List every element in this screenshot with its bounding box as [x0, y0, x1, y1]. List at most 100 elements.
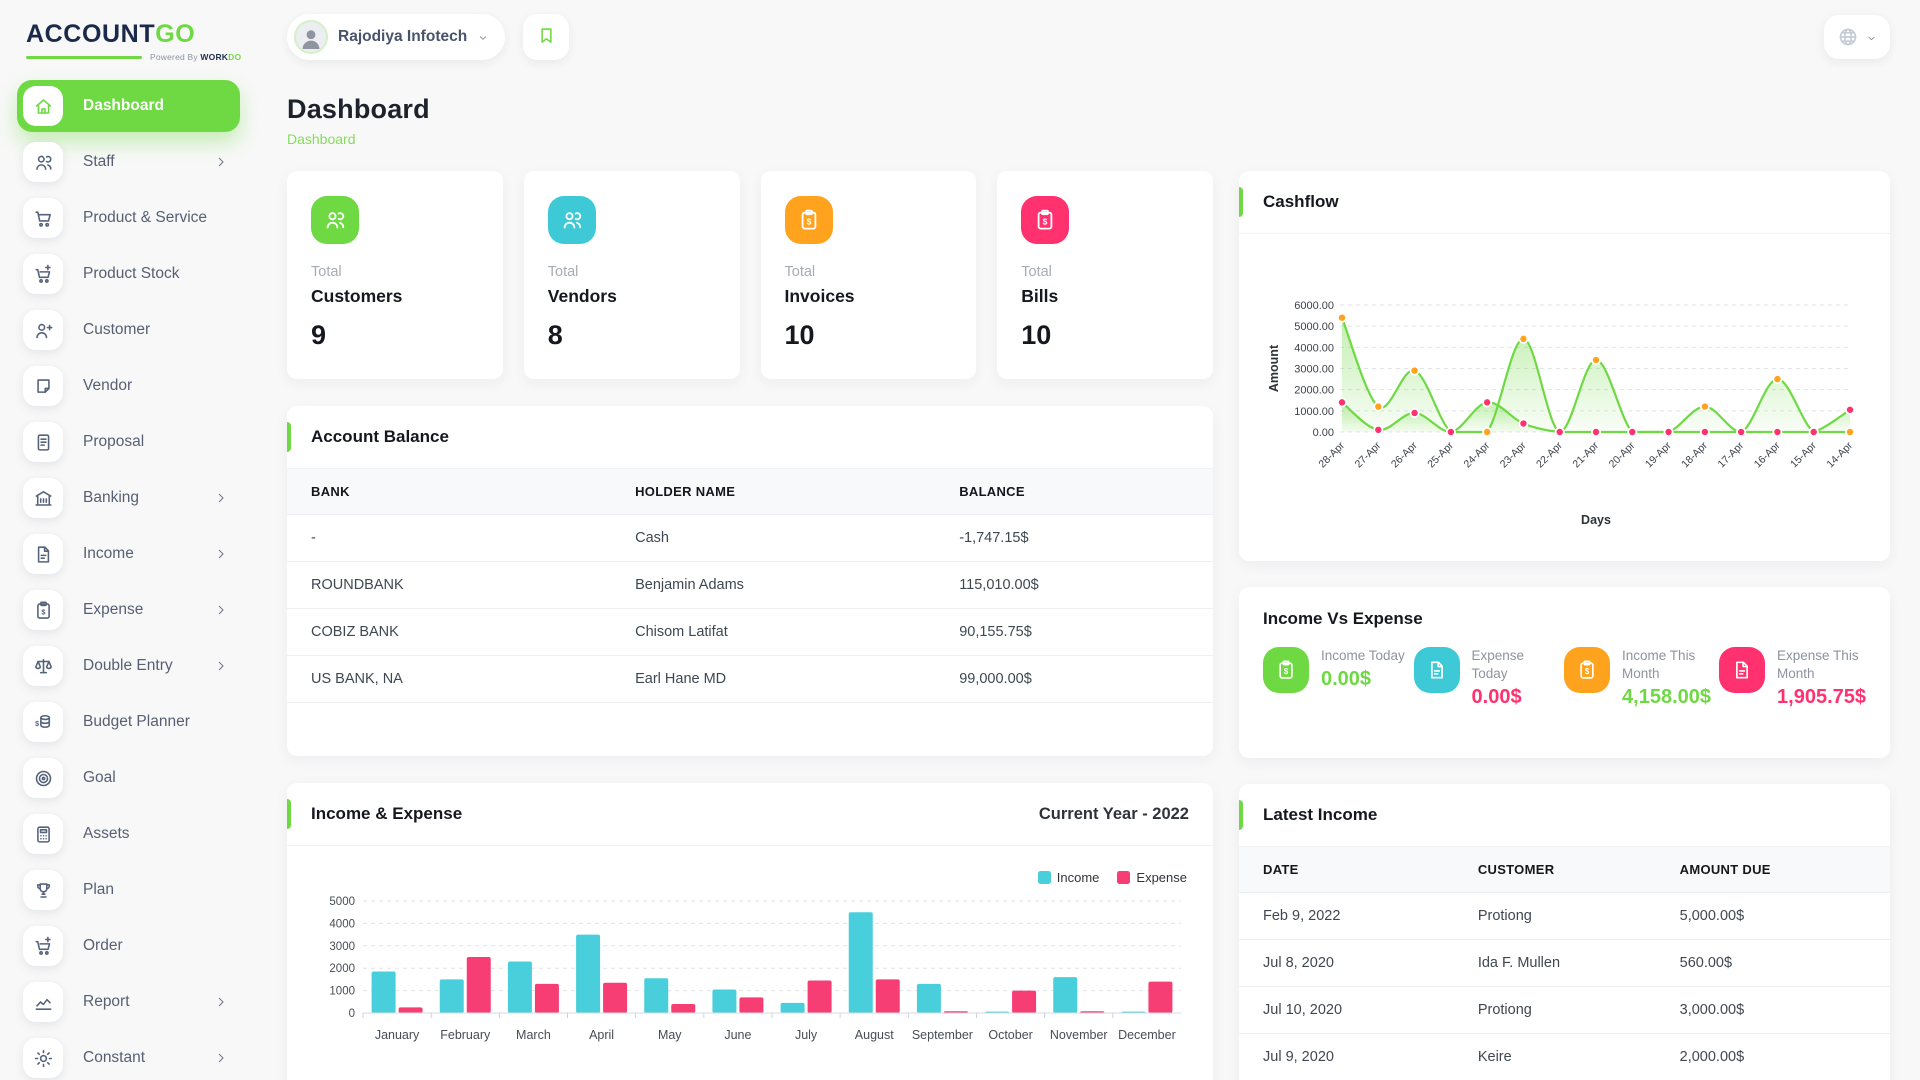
svg-text:14-Apr: 14-Apr	[1824, 439, 1855, 470]
svg-text:June: June	[724, 1028, 751, 1042]
company-switcher[interactable]: Rajodiya Infotech	[287, 14, 506, 60]
customer-cell: Keire	[1453, 1033, 1656, 1080]
sidebar-item-expense[interactable]: $ Expense	[17, 584, 240, 636]
svg-text:17-Apr: 17-Apr	[1715, 439, 1746, 470]
latest-income-table: DATE CUSTOMER AMOUNT DUE Feb 9, 2022 Proti…	[1239, 847, 1890, 1080]
sidebar-item-assets[interactable]: Assets	[17, 808, 240, 860]
avatar	[294, 20, 328, 54]
sidebar-item-staff[interactable]: Staff	[17, 136, 240, 188]
sidebar-item-budget-planner[interactable]: $ Budget Planner	[17, 696, 240, 748]
metric-text: Income Today 0.00$	[1321, 647, 1405, 691]
svg-text:0: 0	[349, 1008, 355, 1020]
svg-text:25-Apr: 25-Apr	[1425, 439, 1456, 470]
metric-text: Expense Today 0.00$	[1472, 647, 1557, 709]
svg-text:6000.00: 6000.00	[1294, 300, 1334, 312]
content-layout: Total Customers 9 Total Vendors 8 $ Tota…	[287, 171, 1890, 1080]
metric-value: 4,158.00$	[1622, 686, 1712, 709]
note-icon	[23, 366, 63, 406]
chevron-right-icon	[214, 491, 228, 505]
sidebar-item-vendor[interactable]: Vendor	[17, 360, 240, 412]
svg-text:December: December	[1118, 1028, 1176, 1042]
sidebar-item-report[interactable]: Report	[17, 976, 240, 1028]
metric-value: 0.00$	[1471, 686, 1522, 709]
stat-label: Invoices	[784, 286, 855, 306]
sidebar-item-plan[interactable]: Plan	[17, 864, 240, 916]
sidebar-item-product-service[interactable]: Product & Service	[17, 192, 240, 244]
customer-cell: Protiong	[1453, 986, 1656, 1034]
chevron-right-icon	[214, 155, 228, 169]
trophy-icon	[23, 870, 63, 910]
stat-value: 10	[1021, 320, 1052, 350]
legend-label: Income	[1056, 870, 1100, 885]
amount-cell: 5,000.00$	[1655, 892, 1890, 940]
balance-cell: 115,010.00$	[935, 561, 1213, 609]
bank-cell: ROUNDBANK	[287, 561, 612, 609]
users-icon	[311, 196, 359, 244]
customer-cell: Protiong	[1453, 892, 1656, 940]
stat-label: Bills	[1021, 286, 1059, 306]
sidebar-item-banking[interactable]: Banking	[17, 472, 240, 524]
sidebar-item-goal[interactable]: Goal	[17, 752, 240, 804]
sidebar-item-label: Income	[83, 545, 134, 562]
stat-card: Total Customers 9	[287, 171, 503, 379]
metric-item: Expense Today 0.00$	[1413, 647, 1557, 709]
table-header-cell: BALANCE	[935, 469, 1213, 515]
metric-label: Income Today	[1321, 648, 1405, 663]
svg-text:$: $	[1585, 667, 1590, 676]
powered-by-text: Powered By WORKDO	[150, 52, 242, 62]
sidebar-item-constant[interactable]: Constant	[17, 1032, 240, 1080]
breadcrumb[interactable]: Dashboard	[287, 131, 356, 147]
file-icon	[1413, 647, 1460, 693]
logo-secondary: GO	[155, 20, 196, 48]
stat-cards-row: Total Customers 9 Total Vendors 8 $ Tota…	[287, 171, 1213, 379]
account-balance-card: Account Balance BANK HOLDER NAME BALANCE -…	[287, 406, 1213, 756]
balance-cell: 90,155.75$	[935, 608, 1213, 656]
svg-text:0.00: 0.00	[1312, 427, 1333, 439]
svg-text:$: $	[35, 721, 39, 728]
income-expense-header: Income & Expense Current Year - 2022	[287, 783, 1213, 846]
sidebar-item-product-stock[interactable]: Product Stock	[17, 248, 240, 300]
table-row: Jul 9, 2020 Keire 2,000.00$	[1239, 1033, 1890, 1080]
users-icon	[23, 142, 63, 182]
svg-text:4000.00: 4000.00	[1294, 342, 1334, 354]
sidebar-item-proposal[interactable]: Proposal	[17, 416, 240, 468]
sidebar-item-dashboard[interactable]: Dashboard	[17, 80, 240, 132]
gear-icon	[23, 1038, 63, 1078]
sidebar-item-income[interactable]: Income	[17, 528, 240, 580]
svg-text:3000.00: 3000.00	[1294, 364, 1334, 376]
sidebar-item-double-entry[interactable]: Double Entry	[17, 640, 240, 692]
clipboard-dollar-icon: $	[1263, 647, 1309, 693]
bank-cell: -	[287, 514, 612, 562]
file-icon	[1719, 647, 1766, 693]
sidebar-item-customer[interactable]: Customer	[17, 304, 240, 356]
svg-text:5000: 5000	[329, 896, 355, 908]
sidebar-item-label: Order	[83, 937, 123, 954]
income-expense-bar-chart: 0 1000 2000 3000 4000 5000 January February Marc…	[287, 885, 1213, 1047]
app-logo[interactable]: ACCOUNTGO Powered By WORKDO	[0, 14, 257, 62]
chevron-right-icon	[214, 995, 228, 1009]
sidebar-item-label: Dashboard	[83, 97, 164, 114]
chevron-right-icon	[214, 659, 228, 673]
svg-text:March: March	[516, 1028, 551, 1042]
svg-text:19-Apr: 19-Apr	[1642, 439, 1673, 470]
sidebar-item-label: Proposal	[83, 433, 145, 450]
legend-swatch	[1117, 871, 1131, 884]
stat-value: 8	[547, 320, 563, 350]
chevron-right-icon	[214, 603, 228, 617]
amount-cell: 560.00$	[1655, 939, 1890, 987]
page-head: Dashboard Dashboard	[287, 94, 1890, 149]
holder-cell: Cash	[611, 514, 936, 562]
file-icon	[23, 534, 63, 574]
bookmark-button[interactable]	[523, 14, 570, 60]
svg-text:September: September	[912, 1028, 973, 1042]
users-icon	[547, 196, 596, 244]
metric-item: Expense This Month 1,905.75$	[1719, 647, 1866, 709]
stat-prefix: Total	[1021, 264, 1052, 280]
logo-text: ACCOUNTGO	[26, 20, 257, 49]
sidebar-item-label: Expense	[83, 601, 144, 618]
income-vs-expense-title: Income Vs Expense	[1263, 609, 1423, 628]
bank-cell: COBIZ BANK	[287, 608, 612, 656]
table-header-cell: DATE	[1239, 847, 1454, 893]
sidebar-item-order[interactable]: Order	[17, 920, 240, 972]
language-button[interactable]	[1824, 15, 1890, 59]
